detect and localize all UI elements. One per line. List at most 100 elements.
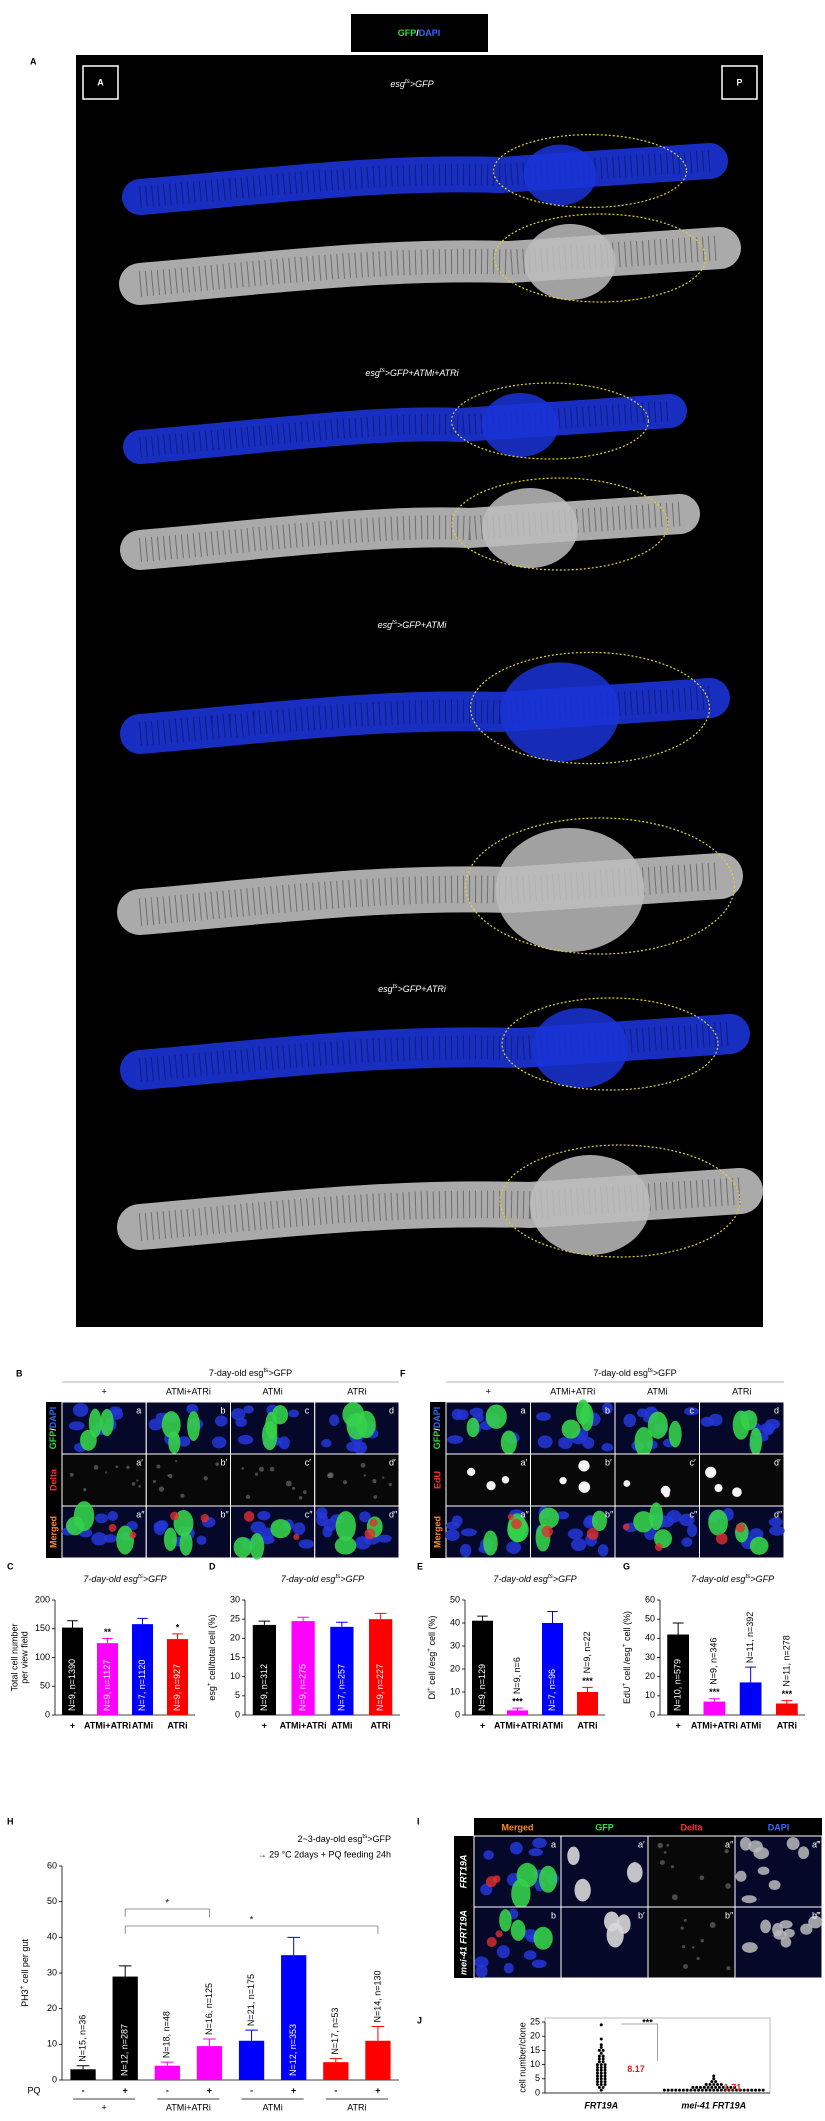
gfp-cell	[262, 1421, 278, 1451]
bracket-label: *	[250, 1914, 254, 1924]
nucleus	[623, 1413, 636, 1428]
dot	[685, 2088, 689, 2092]
text-segment: ts	[405, 78, 411, 85]
dot	[599, 2051, 603, 2055]
edu-spot	[623, 1480, 631, 1487]
nucleus	[571, 1538, 587, 1551]
edu-spot	[467, 1467, 476, 1476]
gfp-cell	[466, 1417, 480, 1438]
gfp-cell	[626, 1862, 643, 1883]
gfp-cell	[233, 1536, 252, 1558]
text-segment: Dl	[427, 1691, 437, 1700]
speckle	[681, 1944, 686, 1949]
x-tick-label: mei-41 FRT19A	[681, 2100, 746, 2110]
dot	[599, 2082, 603, 2086]
image-tile	[61, 1453, 147, 1507]
gfp-cell	[575, 1399, 591, 1425]
dot	[599, 2074, 603, 2078]
text-segment: /	[48, 1428, 58, 1431]
panel-label: C	[7, 1561, 14, 1571]
speckle	[285, 1480, 292, 1487]
nucleus	[786, 1837, 800, 1851]
dot	[601, 2085, 605, 2089]
row-label-strip	[46, 1402, 62, 1454]
x-tick-label: ATRi	[777, 1720, 797, 1730]
nucleus	[186, 1403, 199, 1415]
dot	[601, 2060, 605, 2064]
text-segment: ts	[392, 619, 398, 626]
red-signal	[507, 1513, 514, 1521]
panel-label: J	[417, 2015, 422, 2025]
nucleus	[153, 1522, 166, 1535]
error-bar	[172, 1633, 183, 1640]
gut-bulb	[500, 662, 620, 762]
dot	[599, 2077, 603, 2081]
row-label-strip	[430, 1506, 446, 1558]
nucleus	[475, 1964, 488, 1978]
speckle	[726, 1966, 731, 1971]
nucleus	[298, 1539, 315, 1549]
row-label: EdU	[432, 1471, 442, 1489]
bar	[97, 1643, 118, 1715]
text-segment: esg	[207, 1686, 217, 1701]
panel-label: B	[16, 1368, 23, 1378]
dot	[738, 2088, 742, 2092]
significance: ***	[582, 1676, 593, 1686]
gfp-cell	[187, 1411, 200, 1442]
bar	[577, 1692, 598, 1715]
x-tick-label: ATMi	[542, 1720, 563, 1730]
nucleus	[94, 1513, 108, 1524]
dot	[599, 2037, 603, 2041]
bar	[281, 1955, 307, 2080]
nucleus	[459, 1543, 472, 1558]
bar-note: N=9, n=227	[375, 1664, 385, 1711]
gut-bulb	[532, 1008, 628, 1088]
error-bar	[245, 2029, 258, 2041]
dot	[595, 2077, 599, 2081]
dot	[595, 2082, 599, 2086]
nucleus	[679, 1513, 695, 1527]
x-tick-label: ATRi	[370, 1720, 390, 1730]
x-tick-label: ATMi	[331, 1720, 352, 1730]
significance: ***	[782, 1689, 793, 1699]
error-bar	[297, 1616, 309, 1622]
column-header: ATRi	[347, 1386, 366, 1396]
y-tick-label: 60	[47, 1860, 57, 1870]
dot	[735, 2088, 739, 2092]
dot	[597, 2054, 601, 2058]
posterior-outline	[451, 382, 650, 460]
speckle	[69, 1472, 74, 1477]
nucleus	[708, 1413, 723, 1427]
error-bar	[203, 2038, 216, 2047]
tile-label: b	[221, 1405, 226, 1415]
red-signal	[622, 1523, 630, 1531]
tile-label: a″	[521, 1509, 530, 1519]
header-title: GFP/DAPI	[398, 28, 441, 38]
image-tile	[314, 1453, 400, 1507]
column-header: Merged	[501, 1822, 533, 1832]
bar-note: N=12, n=353	[288, 2024, 298, 2076]
text-segment: 7-day-old esg	[209, 1368, 264, 1378]
dot	[597, 2048, 601, 2052]
image-tile	[699, 1453, 785, 1507]
nucleus	[250, 1521, 267, 1534]
speckle	[670, 1865, 675, 1869]
dot	[723, 2088, 727, 2092]
bar	[739, 1682, 762, 1715]
gfp-cell	[335, 1511, 356, 1541]
panel-label: G	[623, 1561, 630, 1571]
text-segment: +	[426, 1687, 433, 1691]
gfp-cell	[538, 1507, 559, 1529]
speckle	[241, 1467, 244, 1470]
gfp-cell	[168, 1431, 181, 1454]
dot	[716, 2088, 720, 2092]
dot	[750, 2088, 754, 2092]
nucleus	[532, 1837, 547, 1849]
speckle	[152, 1479, 156, 1484]
speckle	[709, 1922, 716, 1928]
dot	[708, 2082, 712, 2086]
nucleus	[445, 1529, 460, 1542]
nucleus	[316, 1507, 328, 1519]
dot	[712, 2077, 716, 2081]
bar	[252, 1624, 276, 1715]
